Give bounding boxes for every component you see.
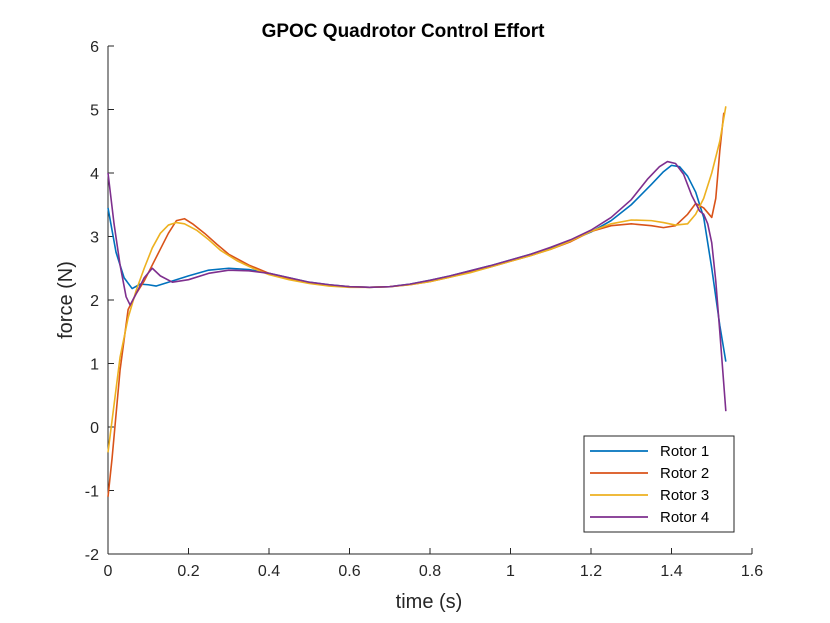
x-tick-label: 0.8 [419, 563, 441, 580]
chart-title: GPOC Quadrotor Control Effort [262, 21, 546, 42]
x-tick-label: 0.6 [338, 563, 360, 580]
x-tick-label: 1.4 [660, 563, 682, 580]
legend-label-rotor-2: Rotor 2 [660, 465, 709, 482]
legend-label-rotor-4: Rotor 4 [660, 509, 709, 526]
legend-box [583, 435, 735, 533]
y-tick-label: 2 [90, 293, 99, 310]
y-tick-label: -2 [85, 547, 99, 564]
legend: Rotor 1 Rotor 2 Rotor 3 Rotor 4 [583, 435, 735, 533]
x-tick-label: 0.2 [177, 563, 199, 580]
y-tick-label: 5 [90, 103, 99, 120]
series-line-rotor-4 [107, 160, 727, 412]
legend-label-rotor-3: Rotor 3 [660, 487, 709, 504]
y-tick-label: -1 [85, 484, 99, 501]
series-line-rotor-3 [107, 106, 727, 453]
x-tick-label: 1 [506, 563, 515, 580]
axes: 0 0.2 0.4 0.6 0.8 1 1.2 1.4 1.6 -2 -1 0 1 2 3 4 5 6 [85, 39, 763, 580]
series-line-rotor-1 [107, 164, 727, 362]
y-tick-label: 1 [90, 357, 99, 374]
legend-label-rotor-1: Rotor 1 [660, 443, 709, 460]
x-axis-title: time (s) [396, 591, 463, 613]
y-tick-label: 3 [90, 230, 99, 247]
x-tick-label: 1.6 [741, 563, 763, 580]
series-layer [107, 106, 727, 497]
x-tick-label: 1.2 [580, 563, 602, 580]
y-tick-label: 0 [90, 420, 99, 437]
x-tick-label: 0.4 [258, 563, 280, 580]
x-tick-label: 0 [104, 563, 113, 580]
y-tick-label: 6 [90, 39, 99, 56]
y-axis-title: force (N) [55, 261, 77, 339]
y-tick-label: 4 [90, 166, 99, 183]
